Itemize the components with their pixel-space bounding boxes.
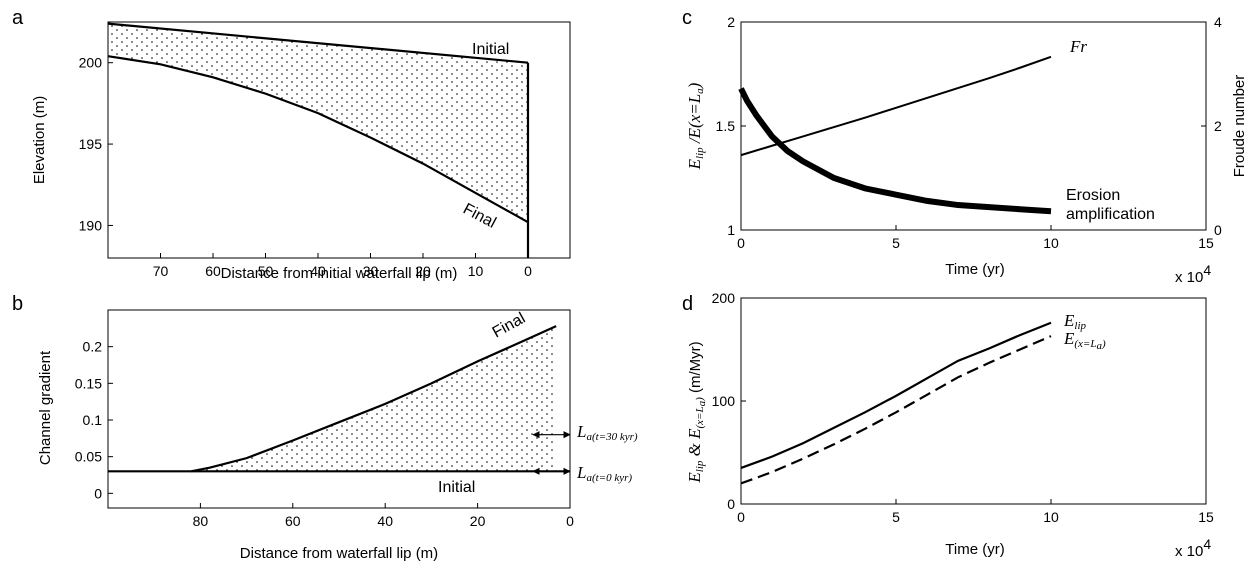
panel-c-x-ticks: 0 5 10 15 — [737, 225, 1214, 251]
panel-b-y-ticks: 0 0.05 0.1 0.15 0.2 — [75, 339, 113, 501]
panel-b-y-tick-label: 0.1 — [83, 412, 103, 428]
panel-b-initial-label: Initial — [438, 479, 475, 496]
panel-c-erosion-label: Erosion — [1066, 187, 1120, 204]
panel-a-x-tick-label: 70 — [153, 263, 169, 279]
panel-c-x-tick-label: 10 — [1043, 235, 1059, 251]
panel-c-y-right-tick-label: 4 — [1214, 14, 1222, 30]
panel-a-initial-label: Initial — [472, 41, 509, 58]
panel-b-x-ticks: 80 60 40 20 0 — [193, 503, 574, 529]
panel-label-a: a — [12, 7, 24, 29]
panel-b-x-tick-label: 80 — [193, 513, 209, 529]
panel-c-amplification-label: amplification — [1066, 206, 1155, 223]
panel-c-y-axis-label-left: Elip /E(x=La) — [685, 82, 706, 170]
panel-d-ela-line — [740, 335, 1052, 485]
panel-b-x-axis-label: Distance from waterfall lip (m) — [240, 545, 438, 562]
panel-d-elip-label: Elip — [1063, 311, 1087, 332]
panel-b-y-tick-label: 0.2 — [83, 339, 103, 355]
panel-d-frame — [740, 297, 1207, 505]
panel-c-y-right-tick-label: 0 — [1214, 222, 1222, 238]
panel-c-erosion-amplification-line — [738, 87, 1052, 215]
panel-d-y-tick-label: 200 — [712, 290, 736, 306]
panel-label-d: d — [682, 293, 693, 315]
panel-d: 0 5 10 15 0 100 200 Elip E(x=La) Time (yr) x … — [685, 290, 1214, 560]
panel-b-x-tick-label: 20 — [470, 513, 486, 529]
panel-b-la-30kyr-label: La(t=30 kyr) — [576, 422, 638, 443]
panel-c-y-left-tick-label: 1 — [727, 222, 735, 238]
panel-d-x-tick-label: 10 — [1043, 509, 1059, 525]
panel-a-x-tick-label: 40 — [310, 263, 326, 279]
panel-a-x-tick-label: 50 — [258, 263, 274, 279]
panel-a-x-ticks: 70 60 50 40 30 20 10 0 — [153, 253, 532, 279]
panel-a-y-ticks: 190 195 200 — [79, 55, 113, 233]
panel-a-stipple-region — [108, 23, 528, 223]
panel-b-x-tick-label: 40 — [377, 513, 393, 529]
panel-c-y-axis-label-right: Froude number — [1231, 75, 1248, 178]
panel-b-frame — [107, 309, 571, 509]
panel-a-y-tick-label: 200 — [79, 55, 103, 71]
panel-a-frame — [107, 21, 571, 259]
panel-d-y-tick-label: 100 — [712, 393, 736, 409]
panel-d-ela-label: E(x=La) — [1063, 329, 1106, 352]
panel-c-y-ticks-left: 11.52 — [716, 14, 746, 238]
panel-c-x-axis-label: Time (yr) — [945, 261, 1004, 278]
panel-d-y-axis-label: Elip & E(x=La) (m/Myr) — [685, 341, 708, 483]
panel-b-x-tick-label: 60 — [285, 513, 301, 529]
panel-b-y-tick-label: 0.05 — [75, 449, 102, 465]
panel-a-final-line — [107, 55, 529, 224]
panel-d-elip-line — [740, 321, 1052, 469]
panel-b-stipple-region — [191, 326, 557, 472]
panel-c-y-ticks-right: 0 2 4 — [1201, 14, 1222, 238]
panel-b-y-axis-label: Channel gradient — [37, 350, 54, 465]
panel-b-final-line — [190, 325, 557, 473]
panel-label-b: b — [12, 293, 23, 315]
panel-d-y-tick-label: 0 — [727, 496, 735, 512]
panel-b: 80 60 40 20 0 00.050.10.150.2 Final Initial … — [37, 309, 638, 562]
panel-b-y-tick-label: 0.15 — [75, 375, 102, 391]
panel-a-final-label: Final — [460, 201, 499, 232]
panel-c: 0 5 10 15 11.52 024 Fr Erosion amplificatio… — [685, 14, 1248, 286]
panel-c-fr-line — [740, 55, 1052, 157]
panel-d-x-tick-label: 0 — [737, 509, 745, 525]
panel-c-x-tick-label: 15 — [1198, 235, 1214, 251]
panel-d-x-axis-label: Time (yr) — [945, 541, 1004, 558]
panel-a-x-tick-label: 20 — [415, 263, 431, 279]
panel-c-y-left-tick-label: 1.5 — [716, 118, 736, 134]
panel-b-x-tick-label: 0 — [566, 513, 574, 529]
panel-c-x-tick-label: 5 — [892, 235, 900, 251]
panel-b-final-label: Final — [490, 310, 529, 342]
panel-c-y-right-tick-label: 2 — [1214, 118, 1222, 134]
panel-d-y-ticks: 0 100 200 — [712, 290, 746, 512]
panel-a-x-tick-label: 10 — [468, 263, 484, 279]
panel-a-x-tick-label: 0 — [524, 263, 532, 279]
panel-d-x-ticks: 0 5 10 15 — [737, 499, 1214, 525]
panel-a-x-axis-label: Distance from initial waterfall lip (m) — [221, 265, 458, 282]
panel-b-la-0kyr-label: La(t=0 kyr) — [576, 463, 632, 484]
panel-d-x-tick-label: 5 — [892, 509, 900, 525]
panel-a-y-axis-label: Elevation (m) — [31, 96, 48, 184]
panel-c-x-multiplier: x 104 — [1175, 262, 1211, 286]
panel-label-c: c — [682, 7, 692, 29]
panel-d-x-multiplier: x 104 — [1175, 536, 1211, 560]
panel-c-fr-label: Fr — [1069, 37, 1087, 56]
panel-a-x-tick-label: 30 — [363, 263, 379, 279]
panel-d-x-tick-label: 15 — [1198, 509, 1214, 525]
panel-a-y-tick-label: 190 — [79, 217, 103, 233]
panel-c-y-left-tick-label: 2 — [727, 14, 735, 30]
panel-b-y-tick-label: 0 — [94, 485, 102, 501]
panel-a-y-tick-label: 195 — [79, 136, 103, 152]
panel-c-x-tick-label: 0 — [737, 235, 745, 251]
panel-a-x-tick-label: 60 — [205, 263, 221, 279]
panel-a-initial-line — [107, 22, 529, 64]
panel-c-frame — [740, 21, 1207, 231]
